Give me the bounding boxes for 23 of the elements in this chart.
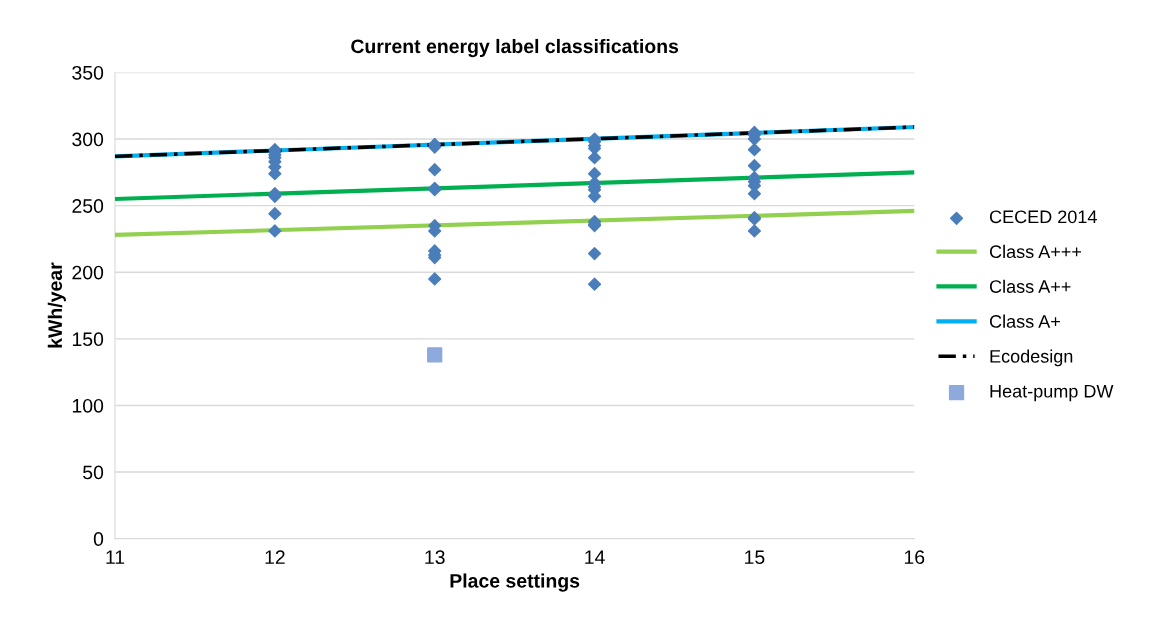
y-tick-label: 350 [72, 65, 104, 80]
y-tick-label: 200 [72, 265, 104, 280]
x-tick-label: 11 [106, 550, 125, 564]
legend-label: Class A++ [989, 279, 1071, 293]
x-tick-label: 13 [425, 550, 445, 565]
x-axis-title: Place settings [450, 573, 580, 592]
y-axis-title: kWh/year [47, 262, 66, 348]
x-tick-label: 15 [745, 550, 765, 565]
y-tick-label: 250 [72, 199, 104, 213]
legend-label: Class A+ [989, 314, 1060, 328]
legend-label: CECED 2014 [989, 210, 1097, 224]
x-tick-label: 14 [585, 550, 605, 564]
x-tick-label: 16 [904, 550, 925, 565]
chart-title: Current energy label classifications [351, 38, 679, 58]
x-tick-label: 12 [265, 550, 285, 564]
y-tick-label: 150 [72, 332, 104, 347]
y-tick-label: 0 [93, 532, 104, 546]
y-tick-label: 300 [72, 132, 104, 147]
y-tick-label: 100 [72, 398, 104, 413]
legend-label: Class A+++ [989, 244, 1081, 259]
legend-label: Ecodesign [990, 349, 1073, 367]
legend-label: Heat-pump DW [990, 385, 1114, 402]
y-tick-label: 50 [83, 465, 104, 480]
